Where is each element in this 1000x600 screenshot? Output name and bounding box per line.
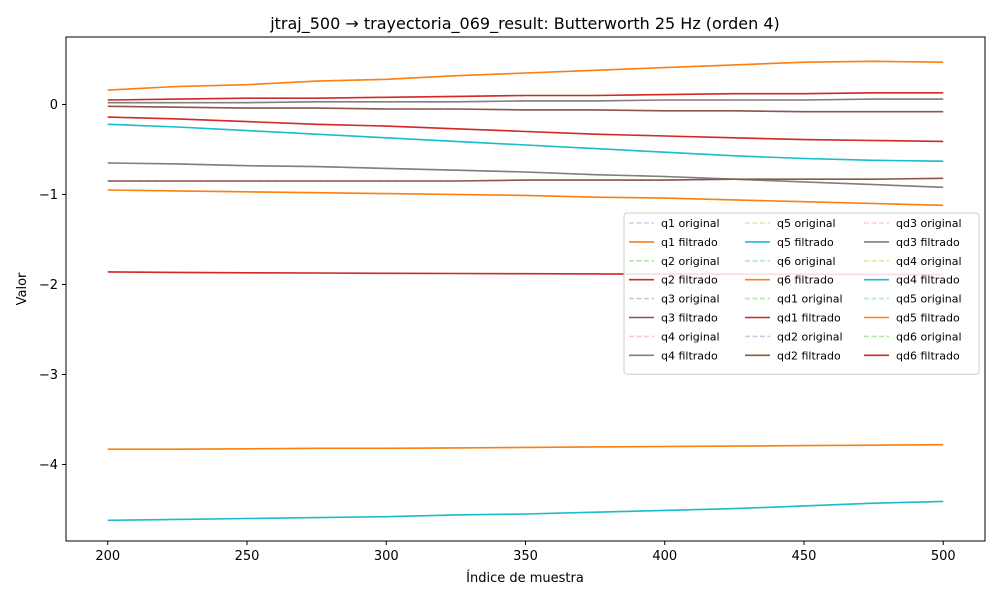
series-line-qd2-filtrado: [107, 177, 944, 182]
legend-label: qd1 original: [777, 293, 843, 306]
series-lines: [107, 60, 944, 522]
y-tick-label: 0: [50, 98, 58, 113]
legend-label: qd5 original: [896, 293, 962, 306]
legend-label: q3 filtrado: [661, 312, 718, 325]
x-tick-label: 450: [792, 549, 817, 564]
legend-label: qd3 original: [896, 217, 962, 230]
x-tick-label: 400: [652, 549, 677, 564]
y-tick-label: −4: [39, 458, 58, 473]
legend-label: q4 filtrado: [661, 349, 718, 362]
y-tick-label: −2: [39, 278, 58, 293]
series-line-qd6-filtrado: [107, 116, 944, 143]
legend-label: q1 filtrado: [661, 236, 718, 249]
legend-label: qd2 original: [777, 330, 843, 343]
legend-label: q5 filtrado: [777, 236, 834, 249]
legend-label: q4 original: [661, 330, 720, 343]
legend-box: [623, 212, 980, 375]
legend-label: qd6 filtrado: [896, 349, 960, 362]
series-line-q4-filtrado: [107, 162, 944, 189]
legend-label: qd1 filtrado: [777, 312, 841, 325]
legend-label: qd3 filtrado: [896, 236, 960, 249]
legend-label: q3 original: [661, 293, 720, 306]
series-line-qd3-filtrado: [107, 98, 944, 104]
legend-label: q2 original: [661, 255, 720, 268]
series-line-q3-filtrado: [107, 105, 944, 113]
x-axis: 200 250 300 350 400 450 500: [95, 541, 956, 564]
series-line-qd4-filtrado: [107, 500, 944, 522]
series-line-q2-filtrado: [107, 92, 944, 101]
x-tick-label: 500: [931, 549, 956, 564]
x-tick-label: 250: [235, 549, 260, 564]
series-line-q5-filtrado: [107, 123, 944, 162]
legend-label: q6 filtrado: [777, 274, 834, 287]
x-axis-title: Índice de muestra: [466, 570, 584, 586]
y-tick-label: −3: [39, 368, 58, 383]
legend: q1 original q1 filtrado q2 original q2 filt…: [623, 212, 980, 375]
legend-label: qd2 filtrado: [777, 349, 841, 362]
legend-label: qd5 filtrado: [896, 312, 960, 325]
legend-label: qd6 original: [896, 330, 962, 343]
series-line-qd5-filtrado: [107, 443, 944, 451]
legend-label: qd4 filtrado: [896, 274, 960, 287]
legend-label: q1 original: [661, 217, 720, 230]
legend-label: q5 original: [777, 217, 836, 230]
legend-label: qd4 original: [896, 255, 962, 268]
legend-label: q6 original: [777, 255, 836, 268]
x-tick-label: 350: [513, 549, 538, 564]
series-line-q1-filtrado: [107, 60, 944, 91]
x-tick-label: 300: [374, 549, 399, 564]
y-tick-label: −1: [39, 188, 58, 203]
series-line-q6-filtrado: [107, 189, 944, 207]
legend-label: q2 filtrado: [661, 274, 718, 287]
chart-title: jtraj_500 → trayectoria_069_result: Butt…: [269, 14, 780, 34]
y-axis-title: Valor: [15, 272, 30, 305]
x-tick-label: 200: [95, 549, 120, 564]
y-axis: 0 −1 −2 −3 −4: [39, 98, 66, 473]
